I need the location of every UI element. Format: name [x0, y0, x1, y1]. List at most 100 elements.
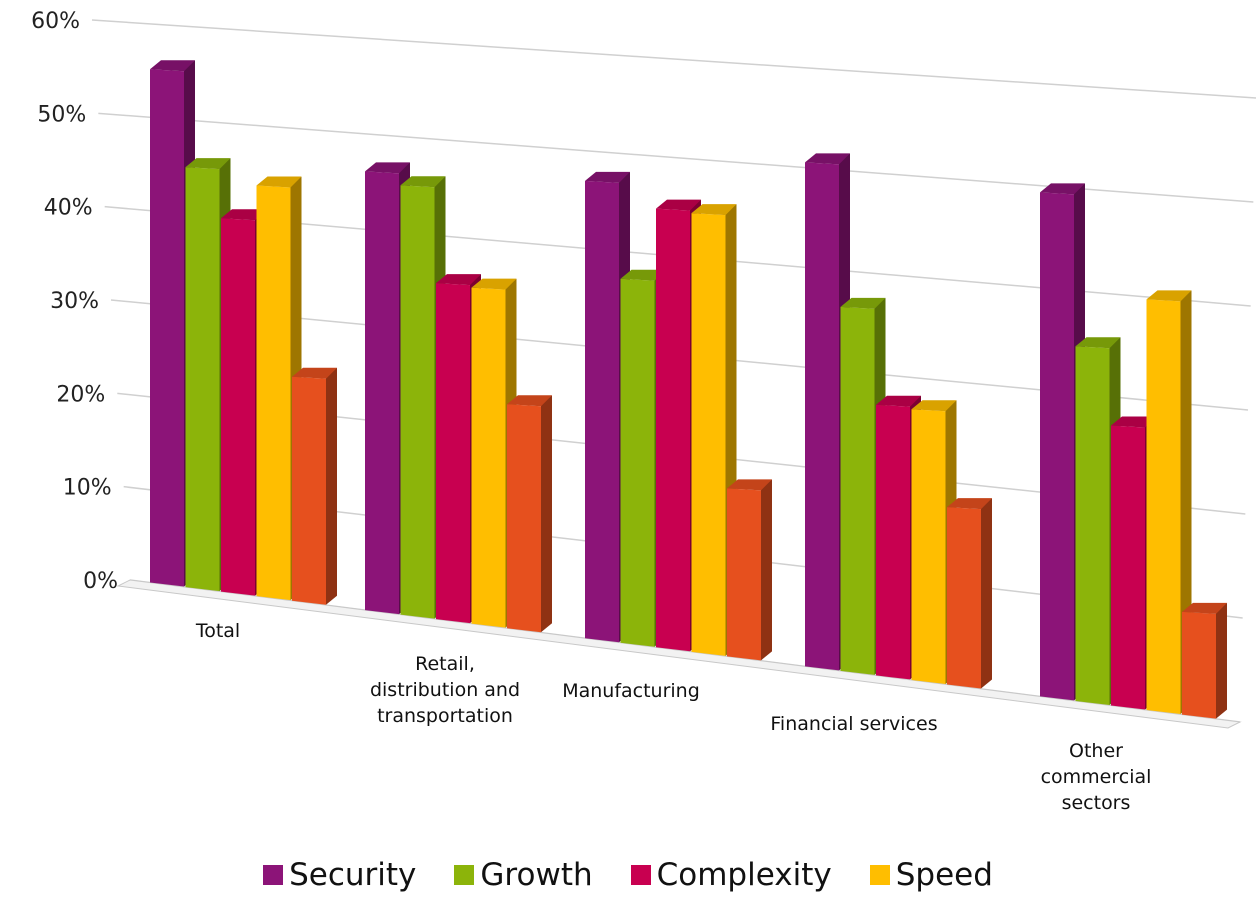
bar-front: [727, 488, 761, 661]
bar-front: [1182, 611, 1216, 719]
bar-top: [911, 400, 957, 412]
bar-top: [185, 158, 231, 170]
bar-top: [585, 171, 630, 183]
bar-front: [256, 185, 291, 601]
bar-top: [656, 199, 701, 211]
legend-swatch-growth: [454, 865, 475, 885]
category-label: Retail, distribution and transportation: [370, 653, 520, 727]
bar-front: [876, 404, 910, 680]
bar-front: [471, 287, 506, 628]
gridline: [91, 19, 1256, 99]
bars: [150, 60, 1227, 719]
category-label-line: commercial: [1041, 766, 1152, 788]
category-label-line: transportation: [377, 705, 513, 727]
legend-item-complexity: Complexity: [630, 857, 832, 893]
bar: [1182, 602, 1227, 719]
y-tick-label: 50%: [37, 102, 86, 127]
bar-front: [400, 185, 435, 619]
bar-front: [691, 213, 726, 656]
bar-top: [436, 274, 481, 286]
bar-top: [256, 176, 302, 188]
bar-front: [436, 283, 470, 624]
bar-side: [761, 479, 772, 661]
bar-front: [1040, 192, 1074, 701]
bar-front: [292, 376, 326, 605]
bar-top: [840, 297, 886, 309]
category-label-line: Other: [1069, 740, 1123, 762]
bar-top: [292, 367, 337, 379]
y-tick-label: 20%: [56, 382, 105, 407]
category-label-line: Manufacturing: [562, 680, 700, 702]
bar-top: [805, 153, 850, 165]
bar-front: [150, 69, 184, 587]
bar: [292, 367, 337, 605]
y-tick-label: 0%: [83, 569, 118, 594]
legend-label-security: Security: [289, 857, 417, 893]
bar-side: [981, 498, 992, 689]
legend-label-speed: Speed: [895, 857, 993, 893]
bar-front: [656, 208, 690, 652]
bar-top: [507, 395, 552, 407]
bar-top: [727, 479, 772, 491]
bar: [727, 479, 772, 661]
bar-front: [185, 167, 220, 592]
bar-top: [471, 278, 517, 290]
bar-front: [840, 306, 875, 675]
category-label: Other commercial sectors: [1041, 740, 1152, 814]
bar-side: [541, 395, 552, 633]
bar-front: [1146, 299, 1181, 715]
y-tick-label: 30%: [50, 289, 99, 314]
bar-side: [1216, 602, 1227, 719]
legend-item-growth: Growth: [454, 857, 593, 893]
bar-front: [221, 218, 255, 596]
category-label: Manufacturing: [562, 680, 700, 702]
bar-top: [221, 209, 266, 221]
bar-top: [620, 269, 666, 281]
y-tick-label: 10%: [63, 476, 112, 501]
bar-front: [365, 171, 399, 615]
bar-front: [947, 507, 981, 689]
y-tick-label: 60%: [31, 9, 80, 34]
bar-front: [620, 278, 655, 647]
category-label-line: Retail,: [415, 653, 475, 675]
legend-item-security: Security: [263, 857, 416, 893]
category-label-line: distribution and: [370, 679, 520, 701]
bar-top: [876, 395, 921, 407]
bar: [1146, 290, 1192, 715]
bar-top: [947, 498, 992, 510]
bar-front: [1111, 425, 1145, 710]
bar-front: [507, 404, 541, 633]
category-label-line: Total: [195, 620, 240, 642]
bar-top: [150, 60, 195, 72]
bar-top: [691, 204, 737, 216]
chart: 0% 10% 20% 30% 40% 50% 60% Total Retail, distribu…: [31, 9, 1256, 814]
bar-top: [1040, 183, 1085, 195]
legend-swatch-speed: [869, 865, 890, 885]
legend-item-speed: Speed: [869, 857, 993, 893]
bar-top: [1182, 602, 1227, 614]
bar: [947, 498, 992, 689]
category-label: Financial services: [770, 713, 937, 735]
bar-front: [911, 409, 946, 684]
bar-side: [326, 367, 337, 605]
bar-top: [1111, 416, 1156, 428]
bar: [507, 395, 552, 633]
category-labels: Total Retail, distribution and transportati…: [195, 620, 1152, 814]
legend: Security Growth Complexity Speed: [0, 852, 1256, 898]
bar-top: [1146, 290, 1192, 302]
bar-top: [400, 176, 446, 188]
legend-swatch-security: [263, 865, 284, 885]
bar-top: [1075, 337, 1121, 349]
bar-front: [585, 180, 619, 643]
chart-floor: [116, 579, 1242, 729]
legend-label-complexity: Complexity: [656, 857, 832, 893]
category-label: Total: [195, 620, 240, 642]
legend-label-growth: Growth: [480, 857, 593, 893]
bar-front: [1075, 346, 1110, 705]
bar-front: [805, 162, 839, 671]
category-label-line: Financial services: [770, 713, 937, 735]
legend-swatch-complexity: [630, 865, 651, 885]
bar-top: [365, 162, 410, 174]
category-label-line: sectors: [1062, 792, 1131, 814]
y-tick-label: 40%: [44, 196, 93, 221]
